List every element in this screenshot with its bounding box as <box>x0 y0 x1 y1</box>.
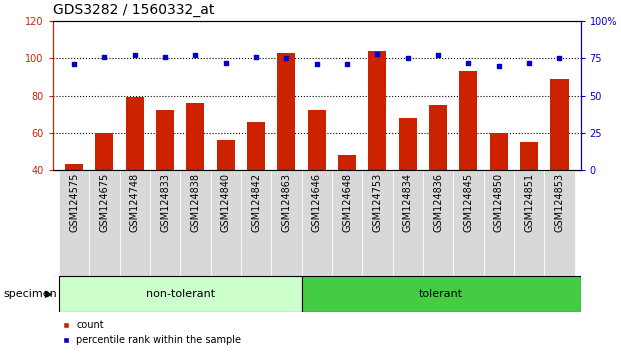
FancyBboxPatch shape <box>544 170 574 276</box>
Point <box>160 54 170 60</box>
Text: GSM124836: GSM124836 <box>433 173 443 232</box>
FancyBboxPatch shape <box>59 170 89 276</box>
Point <box>433 53 443 58</box>
Text: tolerant: tolerant <box>419 289 463 299</box>
FancyBboxPatch shape <box>453 170 484 276</box>
Text: GSM124648: GSM124648 <box>342 173 352 232</box>
Legend: count, percentile rank within the sample: count, percentile rank within the sample <box>58 316 245 349</box>
FancyBboxPatch shape <box>332 170 362 276</box>
Point <box>251 54 261 60</box>
Text: GSM124753: GSM124753 <box>373 173 383 232</box>
Text: GSM124748: GSM124748 <box>130 173 140 232</box>
Text: GSM124845: GSM124845 <box>463 173 473 232</box>
FancyBboxPatch shape <box>271 170 302 276</box>
Bar <box>368 51 386 244</box>
FancyBboxPatch shape <box>514 170 544 276</box>
Text: GSM124646: GSM124646 <box>312 173 322 232</box>
Point <box>281 56 291 61</box>
Bar <box>95 133 114 244</box>
Bar <box>307 110 326 244</box>
Bar <box>65 164 83 244</box>
FancyBboxPatch shape <box>302 170 332 276</box>
Bar <box>186 103 204 244</box>
Bar <box>489 133 508 244</box>
FancyBboxPatch shape <box>211 170 241 276</box>
FancyBboxPatch shape <box>392 170 423 276</box>
Bar <box>247 122 265 244</box>
Text: GSM124840: GSM124840 <box>220 173 230 232</box>
Point <box>463 60 473 66</box>
Text: GDS3282 / 1560332_at: GDS3282 / 1560332_at <box>53 4 214 17</box>
Bar <box>277 53 296 244</box>
Point <box>312 62 322 67</box>
FancyBboxPatch shape <box>241 170 271 276</box>
Text: GSM124675: GSM124675 <box>99 173 109 232</box>
Bar <box>429 105 447 244</box>
Point <box>130 53 140 58</box>
Bar <box>399 118 417 244</box>
Bar <box>125 97 144 244</box>
Text: GSM124833: GSM124833 <box>160 173 170 232</box>
Text: GSM124838: GSM124838 <box>191 173 201 232</box>
Point <box>373 51 383 57</box>
Point <box>69 62 79 67</box>
Text: GSM124863: GSM124863 <box>281 173 291 232</box>
Bar <box>156 110 174 244</box>
Bar <box>550 79 568 244</box>
FancyBboxPatch shape <box>362 170 392 276</box>
Text: GSM124575: GSM124575 <box>69 173 79 233</box>
Bar <box>520 142 538 244</box>
Text: ▶: ▶ <box>45 289 52 299</box>
FancyBboxPatch shape <box>302 276 581 312</box>
Point <box>555 56 564 61</box>
Point <box>403 56 413 61</box>
Text: GSM124853: GSM124853 <box>555 173 564 232</box>
FancyBboxPatch shape <box>423 170 453 276</box>
Point <box>524 60 534 66</box>
Bar <box>460 72 478 244</box>
Text: GSM124842: GSM124842 <box>251 173 261 232</box>
Bar <box>217 140 235 244</box>
FancyBboxPatch shape <box>119 170 150 276</box>
Text: non-tolerant: non-tolerant <box>146 289 215 299</box>
FancyBboxPatch shape <box>180 170 211 276</box>
Text: GSM124850: GSM124850 <box>494 173 504 232</box>
FancyBboxPatch shape <box>59 276 302 312</box>
Text: GSM124851: GSM124851 <box>524 173 534 232</box>
FancyBboxPatch shape <box>150 170 180 276</box>
Text: specimen: specimen <box>3 289 57 299</box>
Point <box>342 62 352 67</box>
Point <box>191 53 201 58</box>
Text: GSM124834: GSM124834 <box>403 173 413 232</box>
FancyBboxPatch shape <box>484 170 514 276</box>
Bar <box>338 155 356 244</box>
Point <box>220 60 230 66</box>
FancyBboxPatch shape <box>89 170 119 276</box>
Point <box>494 63 504 69</box>
Point <box>99 54 109 60</box>
